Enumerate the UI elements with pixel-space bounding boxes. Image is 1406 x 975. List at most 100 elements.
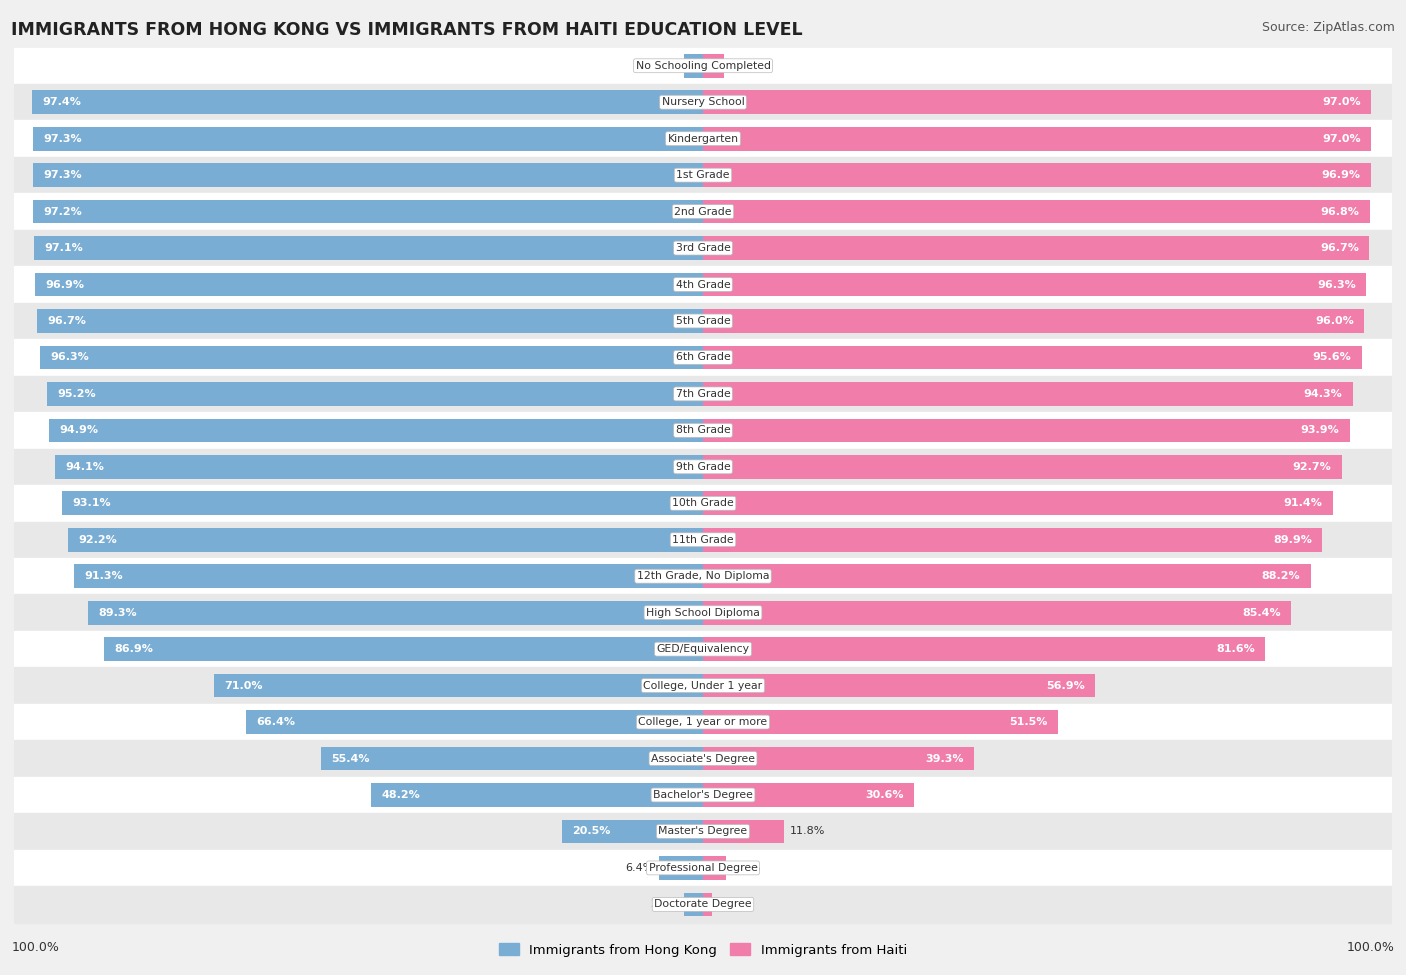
Bar xyxy=(104,638,703,661)
Text: 96.8%: 96.8% xyxy=(1320,207,1360,216)
Bar xyxy=(37,309,703,332)
Bar xyxy=(14,412,1392,449)
Text: 93.9%: 93.9% xyxy=(1301,425,1340,436)
Text: 92.2%: 92.2% xyxy=(79,534,117,545)
Bar xyxy=(246,710,703,734)
Text: 96.9%: 96.9% xyxy=(46,280,84,290)
Bar xyxy=(703,820,785,843)
Bar xyxy=(14,157,1392,193)
Bar xyxy=(703,236,1369,260)
Text: 8th Grade: 8th Grade xyxy=(676,425,730,436)
Text: 9th Grade: 9th Grade xyxy=(676,462,730,472)
Text: Doctorate Degree: Doctorate Degree xyxy=(654,899,752,910)
Bar xyxy=(34,236,703,260)
Bar xyxy=(703,273,1367,296)
Bar xyxy=(35,273,703,296)
Bar xyxy=(14,558,1392,595)
Text: 89.3%: 89.3% xyxy=(98,607,136,618)
Text: Kindergarten: Kindergarten xyxy=(668,134,738,143)
Text: 1.3%: 1.3% xyxy=(717,899,745,910)
Bar xyxy=(562,820,703,843)
Text: College, Under 1 year: College, Under 1 year xyxy=(644,681,762,690)
Text: 97.4%: 97.4% xyxy=(42,98,82,107)
Bar xyxy=(322,747,703,770)
Bar xyxy=(49,418,703,443)
Text: 97.2%: 97.2% xyxy=(44,207,83,216)
Legend: Immigrants from Hong Kong, Immigrants from Haiti: Immigrants from Hong Kong, Immigrants fr… xyxy=(494,938,912,962)
Bar xyxy=(703,91,1371,114)
Bar xyxy=(703,163,1371,187)
Text: 92.7%: 92.7% xyxy=(1292,462,1331,472)
Text: Nursery School: Nursery School xyxy=(662,98,744,107)
Text: Professional Degree: Professional Degree xyxy=(648,863,758,873)
Bar xyxy=(32,163,703,187)
Bar xyxy=(14,230,1392,266)
Text: 100.0%: 100.0% xyxy=(11,941,59,955)
Text: 2.7%: 2.7% xyxy=(651,60,679,71)
Bar xyxy=(55,455,703,479)
Text: 55.4%: 55.4% xyxy=(332,754,370,763)
Text: 3.4%: 3.4% xyxy=(733,863,761,873)
Bar xyxy=(48,382,703,406)
Text: 66.4%: 66.4% xyxy=(256,717,295,727)
Bar xyxy=(683,892,703,916)
Bar xyxy=(34,200,703,223)
Text: 56.9%: 56.9% xyxy=(1046,681,1084,690)
Bar xyxy=(14,813,1392,849)
Bar xyxy=(14,48,1392,84)
Text: 12th Grade, No Diploma: 12th Grade, No Diploma xyxy=(637,571,769,581)
Bar xyxy=(703,601,1291,625)
Text: 91.3%: 91.3% xyxy=(84,571,122,581)
Text: 11th Grade: 11th Grade xyxy=(672,534,734,545)
Bar xyxy=(14,740,1392,777)
Bar xyxy=(39,345,703,370)
Text: 96.9%: 96.9% xyxy=(1322,170,1360,180)
Text: 71.0%: 71.0% xyxy=(224,681,263,690)
Bar xyxy=(32,91,703,114)
Bar xyxy=(75,565,703,588)
Bar xyxy=(14,886,1392,922)
Text: 6th Grade: 6th Grade xyxy=(676,352,730,363)
Bar xyxy=(67,527,703,552)
Text: 81.6%: 81.6% xyxy=(1216,644,1254,654)
Bar xyxy=(14,266,1392,303)
Bar xyxy=(14,704,1392,740)
Bar xyxy=(659,856,703,879)
Bar xyxy=(62,491,703,515)
Bar xyxy=(14,121,1392,157)
Text: IMMIGRANTS FROM HONG KONG VS IMMIGRANTS FROM HAITI EDUCATION LEVEL: IMMIGRANTS FROM HONG KONG VS IMMIGRANTS … xyxy=(11,21,803,39)
Text: 94.9%: 94.9% xyxy=(59,425,98,436)
Text: 96.3%: 96.3% xyxy=(49,352,89,363)
Text: 97.0%: 97.0% xyxy=(1322,98,1361,107)
Bar xyxy=(703,892,711,916)
Text: 3rd Grade: 3rd Grade xyxy=(675,243,731,254)
Text: 96.7%: 96.7% xyxy=(1320,243,1358,254)
Bar xyxy=(371,783,703,807)
Text: Source: ZipAtlas.com: Source: ZipAtlas.com xyxy=(1261,21,1395,34)
Bar xyxy=(703,491,1333,515)
Bar xyxy=(87,601,703,625)
Text: 100.0%: 100.0% xyxy=(1347,941,1395,955)
Text: 97.1%: 97.1% xyxy=(45,243,83,254)
Text: 7th Grade: 7th Grade xyxy=(676,389,730,399)
Text: 93.1%: 93.1% xyxy=(72,498,111,508)
Text: 88.2%: 88.2% xyxy=(1261,571,1301,581)
Text: 11.8%: 11.8% xyxy=(790,827,825,837)
Bar xyxy=(703,345,1361,370)
Bar xyxy=(703,783,914,807)
Text: 95.6%: 95.6% xyxy=(1313,352,1351,363)
Bar xyxy=(14,631,1392,667)
Text: 96.0%: 96.0% xyxy=(1315,316,1354,326)
Bar xyxy=(703,127,1371,150)
Bar xyxy=(14,375,1392,412)
Text: 51.5%: 51.5% xyxy=(1010,717,1047,727)
Text: 5th Grade: 5th Grade xyxy=(676,316,730,326)
Text: Master's Degree: Master's Degree xyxy=(658,827,748,837)
Text: 4th Grade: 4th Grade xyxy=(676,280,730,290)
Text: 97.3%: 97.3% xyxy=(44,134,82,143)
Text: 94.3%: 94.3% xyxy=(1303,389,1343,399)
Text: 2.8%: 2.8% xyxy=(650,899,678,910)
Bar xyxy=(703,565,1310,588)
Bar xyxy=(703,418,1350,443)
Text: 48.2%: 48.2% xyxy=(381,790,420,800)
